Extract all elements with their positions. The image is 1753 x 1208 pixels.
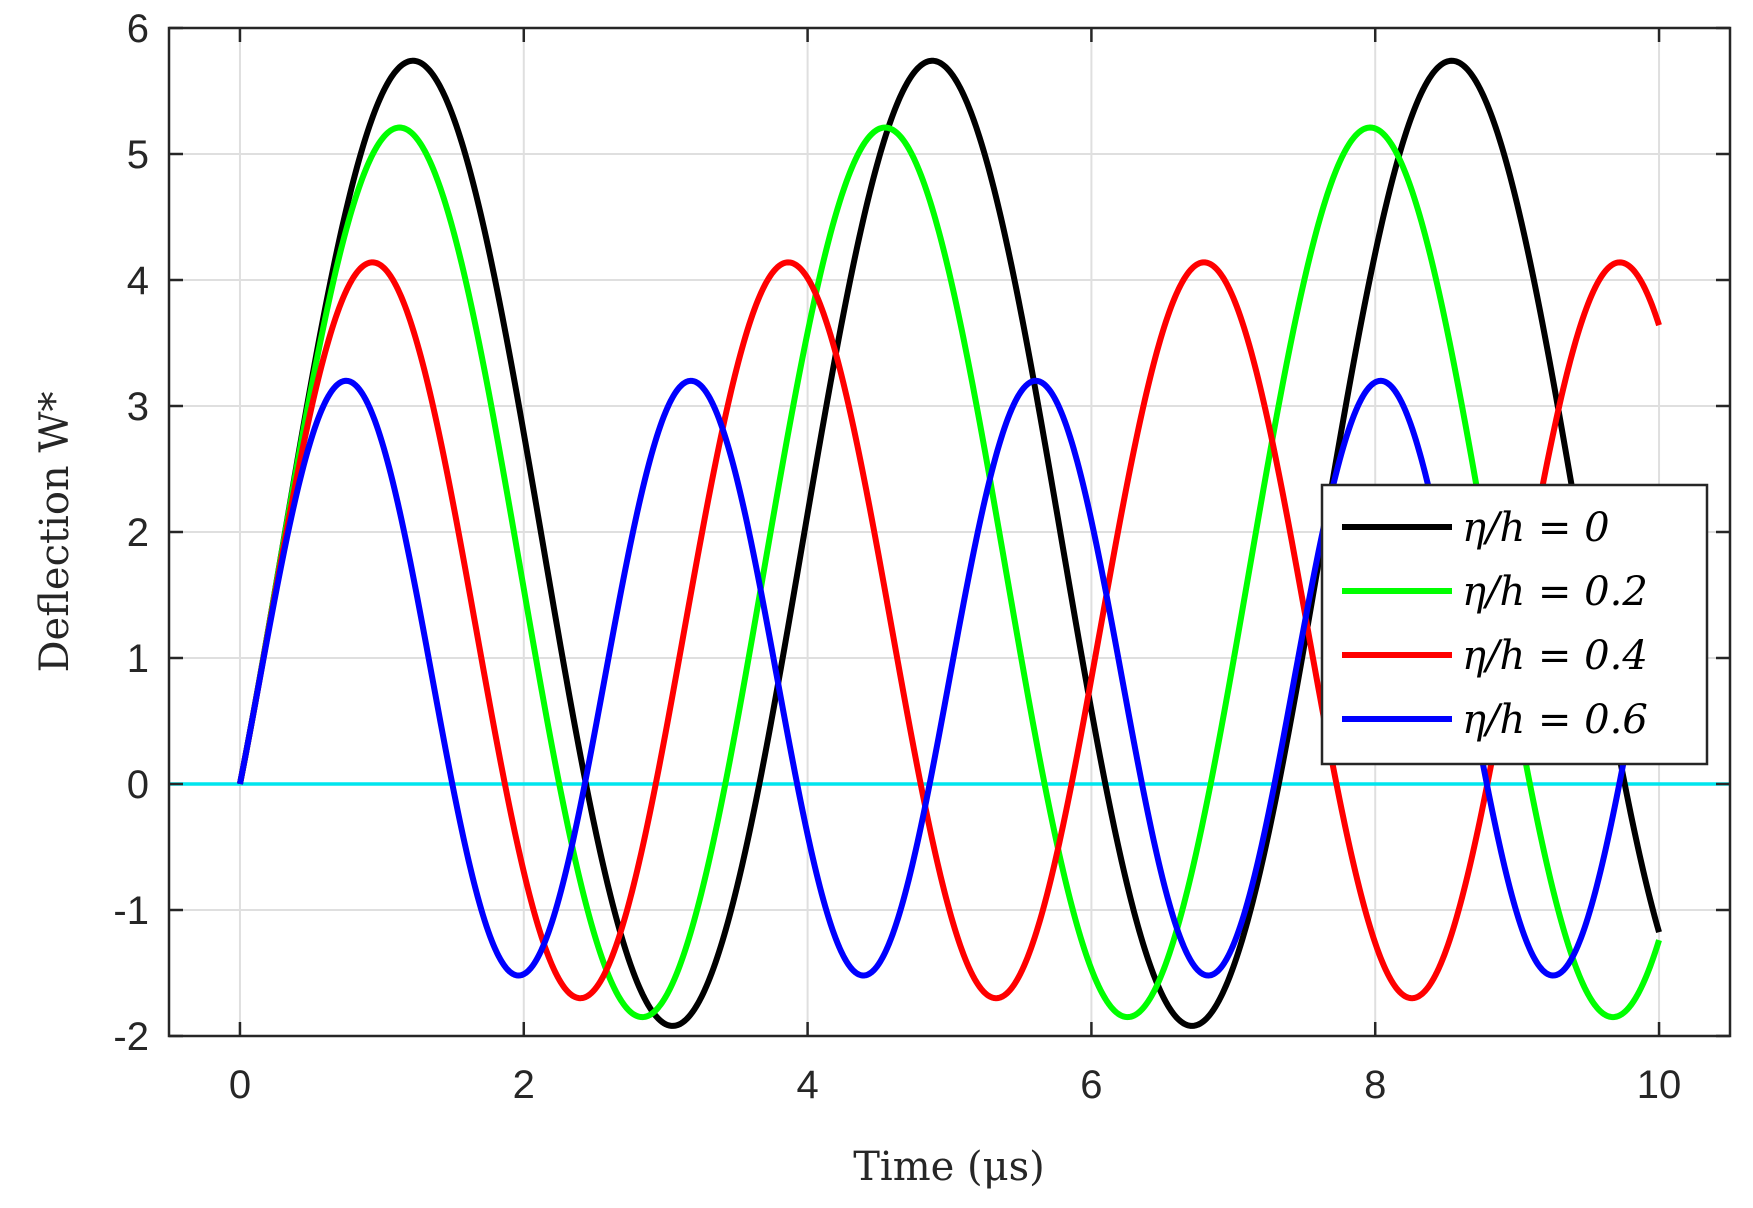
series-line-2 bbox=[237, 259, 1662, 1002]
legend: η/h = 0 η/h = 0.2 η/h = 0.4 η/h = 0.6 bbox=[1320, 483, 1709, 766]
series-line-3 bbox=[237, 377, 1662, 979]
x-tick-label: 10 bbox=[1637, 1063, 1682, 1107]
y-tick-label: -1 bbox=[113, 889, 149, 933]
y-tick-label: 0 bbox=[127, 763, 149, 807]
tick-labels: 0 2 4 6 8 10 -2 -1 0 1 2 3 4 5 6 bbox=[113, 7, 1681, 1107]
y-tick-label: 2 bbox=[127, 511, 149, 555]
y-tick-label: -2 bbox=[113, 1015, 149, 1059]
series-line-0 bbox=[237, 57, 1662, 1029]
x-axis-label: Time (μs) bbox=[853, 1144, 1045, 1190]
y-tick-label: 1 bbox=[127, 637, 149, 681]
legend-label: η/h = 0.6 bbox=[1462, 697, 1648, 743]
legend-label: η/h = 0.4 bbox=[1462, 633, 1648, 679]
x-tick-label: 6 bbox=[1080, 1063, 1102, 1107]
y-tick-label: 3 bbox=[127, 385, 149, 429]
ticks bbox=[169, 26, 1730, 1038]
x-tick-label: 2 bbox=[513, 1063, 535, 1107]
legend-label: η/h = 0.2 bbox=[1462, 569, 1648, 615]
y-tick-label: 6 bbox=[127, 7, 149, 51]
x-tick-label: 4 bbox=[796, 1063, 818, 1107]
legend-label: η/h = 0 bbox=[1462, 505, 1610, 551]
series-line-1 bbox=[237, 124, 1662, 1021]
y-axis-label: Deflection W* bbox=[32, 391, 78, 672]
x-tick-label: 8 bbox=[1364, 1063, 1386, 1107]
y-tick-label: 4 bbox=[127, 259, 149, 303]
series-lines bbox=[237, 57, 1662, 1029]
x-tick-label: 0 bbox=[229, 1063, 251, 1107]
y-tick-label: 5 bbox=[127, 133, 149, 177]
